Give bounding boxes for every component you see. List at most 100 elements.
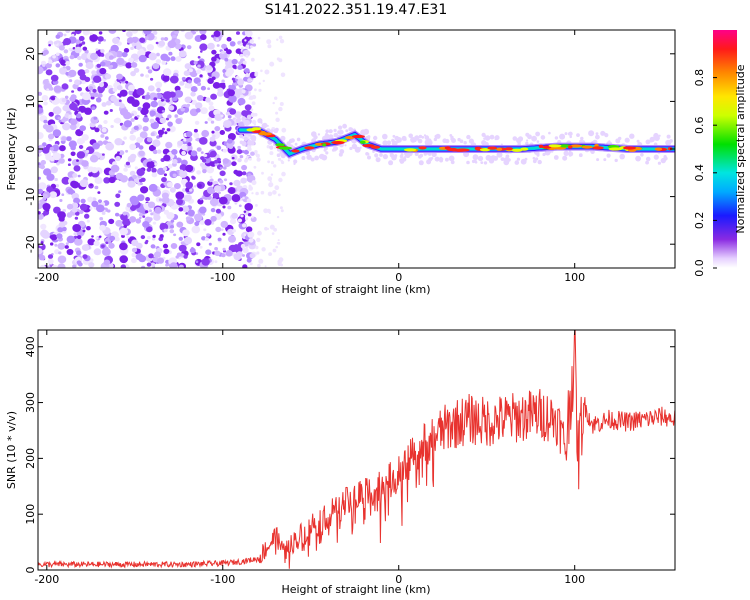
- noise-blob: [128, 165, 131, 168]
- noise-blob: [118, 190, 122, 194]
- noise-blob: [51, 264, 59, 268]
- noise-blob: [256, 237, 261, 243]
- noise-blob: [237, 158, 242, 163]
- noise-blob: [77, 55, 82, 61]
- ridge-halo: [500, 157, 505, 162]
- y-tick-label: 200: [24, 448, 37, 469]
- ridge-halo: [280, 153, 286, 159]
- noise-blob: [145, 239, 149, 243]
- noise-blob: [82, 46, 88, 51]
- noise-blob: [167, 114, 172, 119]
- noise-blob: [147, 69, 153, 74]
- noise-blob: [92, 88, 97, 93]
- snr-y-label: SNR (10 * v/v): [5, 411, 18, 489]
- ridge-halo: [400, 153, 404, 157]
- ridge-hotspot: [322, 143, 327, 147]
- noise-blob: [82, 254, 88, 259]
- ridge-hotspot: [548, 144, 562, 148]
- noise-blob: [280, 159, 284, 163]
- ridge-halo: [595, 132, 599, 136]
- noise-blob: [46, 173, 55, 181]
- ridge-halo: [270, 129, 274, 133]
- noise-blob: [43, 119, 48, 124]
- noise-blob: [114, 80, 118, 83]
- noise-blob: [212, 192, 220, 199]
- noise-blob: [98, 41, 101, 44]
- noise-blob: [250, 112, 256, 118]
- noise-blob: [40, 223, 47, 230]
- noise-blob: [155, 117, 160, 122]
- noise-blob: [152, 123, 156, 127]
- noise-blob: [252, 43, 257, 47]
- noise-blob: [88, 262, 95, 268]
- noise-blob: [77, 174, 81, 178]
- ridge-halo: [614, 158, 618, 163]
- noise-blob: [266, 227, 270, 230]
- ridge-halo: [314, 155, 319, 161]
- ridge-hotspot: [331, 141, 345, 145]
- y-tick-label: -20: [24, 235, 37, 253]
- noise-blob: [80, 198, 86, 204]
- noise-blob: [161, 109, 165, 113]
- noise-blob: [156, 52, 160, 57]
- noise-blob: [214, 260, 218, 264]
- noise-blob: [231, 58, 238, 65]
- noise-blob: [79, 179, 89, 188]
- noise-blob: [57, 116, 61, 120]
- noise-blob: [250, 79, 253, 82]
- noise-blob: [201, 130, 210, 138]
- noise-blob: [199, 162, 205, 167]
- noise-blob: [249, 262, 253, 266]
- noise-blob: [264, 265, 267, 268]
- noise-blob: [227, 115, 232, 119]
- ridge-halo: [246, 114, 252, 120]
- noise-blob: [279, 206, 283, 210]
- noise-blob: [201, 258, 210, 266]
- noise-blob: [233, 244, 240, 250]
- ridge-halo: [290, 138, 295, 143]
- noise-blob: [73, 165, 81, 172]
- noise-blob: [56, 162, 60, 166]
- ridge-halo: [372, 150, 375, 153]
- noise-blob: [145, 197, 151, 202]
- ridge-hotspot: [608, 147, 623, 151]
- noise-blob: [267, 191, 273, 197]
- noise-blob: [269, 224, 275, 230]
- noise-blob: [257, 36, 261, 40]
- noise-blob: [242, 254, 245, 257]
- noise-blob: [209, 198, 219, 207]
- ridge-halo: [481, 132, 486, 137]
- noise-blob: [66, 248, 74, 256]
- colorbar-tick-label: 0.0: [693, 259, 706, 277]
- noise-blob: [55, 52, 60, 56]
- noise-blob: [215, 38, 219, 42]
- noise-blob: [141, 265, 146, 268]
- noise-blob: [169, 262, 178, 268]
- noise-blob: [142, 102, 151, 110]
- ridge-halo: [548, 131, 551, 135]
- noise-blob: [219, 130, 225, 135]
- noise-blob: [85, 61, 94, 70]
- noise-blob: [220, 220, 229, 228]
- noise-blob: [72, 264, 77, 268]
- noise-blob: [264, 226, 268, 231]
- noise-blob: [239, 43, 242, 47]
- noise-blob: [74, 30, 82, 35]
- noise-blob: [84, 107, 92, 115]
- noise-blob: [181, 150, 187, 156]
- noise-blob: [245, 217, 249, 221]
- noise-blob: [245, 246, 249, 249]
- noise-blob: [94, 176, 103, 184]
- noise-blob: [162, 166, 168, 171]
- noise-blob: [177, 140, 184, 146]
- noise-blob: [91, 235, 94, 238]
- ridge-halo: [396, 137, 402, 143]
- noise-blob: [258, 258, 264, 264]
- noise-blob: [61, 98, 67, 103]
- noise-blob: [191, 175, 195, 179]
- noise-blob: [199, 245, 203, 249]
- ridge-halo: [394, 154, 398, 158]
- noise-blob: [38, 211, 41, 215]
- noise-blob: [148, 253, 154, 259]
- noise-blob: [102, 247, 111, 256]
